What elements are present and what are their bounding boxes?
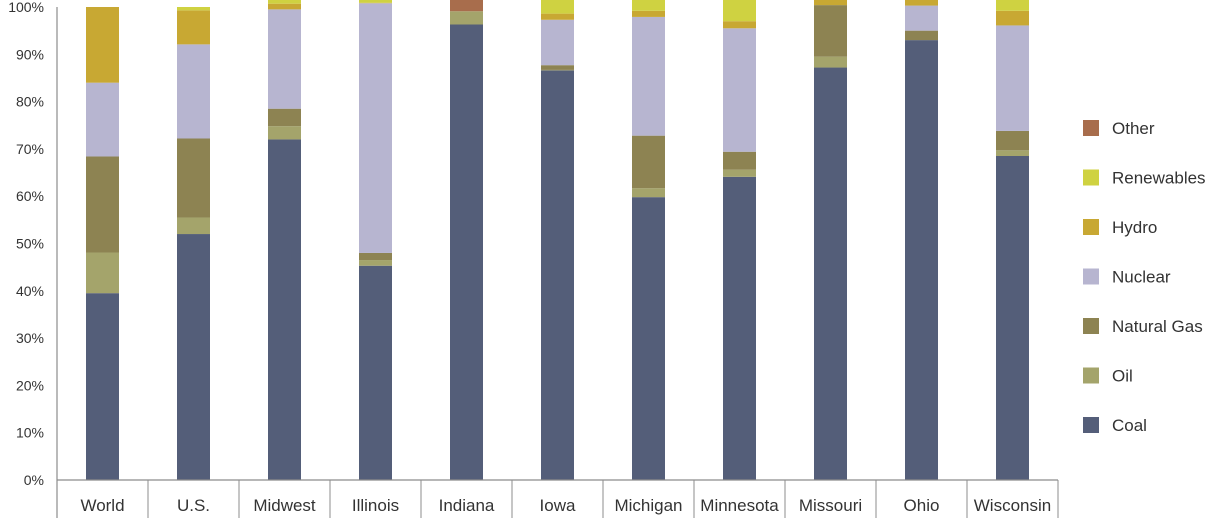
bar-segment-minnesota-coal <box>723 176 756 480</box>
legend-swatch-nuclear <box>1083 268 1099 285</box>
y-tick-label: 90% <box>16 46 44 62</box>
bar-segment-minnesota-hydro <box>723 21 756 29</box>
legend-label-nuclear: Nuclear <box>1112 268 1171 287</box>
y-tick-label: 30% <box>16 330 44 346</box>
bar-segment-u-s-hydro <box>177 10 210 45</box>
x-category-labels: World U.S. Midwest Illinois Indiana Iowa Michi… <box>80 496 1051 515</box>
bar-segment-illinois-oil <box>359 260 392 266</box>
bar-segment-u-s-nuclear <box>177 44 210 139</box>
bar-segment-michigan-natural-gas <box>632 135 665 189</box>
bar-segment-minnesota-renewables <box>723 0 756 22</box>
y-tick-label: 70% <box>16 141 44 157</box>
bar-segment-iowa-nuclear <box>541 19 574 66</box>
bar-segment-ohio-hydro <box>905 0 938 6</box>
legend-label-oil: Oil <box>1112 367 1133 386</box>
legend-swatch-other <box>1083 120 1099 136</box>
legend: Other Renewables Hydro Nuclear Natural Gas Oi… <box>1083 119 1206 435</box>
bar-segment-iowa-coal <box>541 70 574 480</box>
bars-group <box>86 0 1029 481</box>
bar-segment-iowa-hydro <box>541 13 574 20</box>
bar-segment-world-coal <box>86 293 119 480</box>
legend-label-natural-gas: Natural Gas <box>1112 317 1203 336</box>
x-category-label: Missouri <box>799 496 862 515</box>
bar-segment-michigan-nuclear <box>632 16 665 136</box>
legend-label-coal: Coal <box>1112 416 1147 435</box>
bar-segment-minnesota-nuclear <box>723 28 756 152</box>
y-tick-label: 60% <box>16 188 44 204</box>
bar-segment-wisconsin-hydro <box>996 10 1029 26</box>
bar-segment-indiana-coal <box>450 24 483 480</box>
bar-segment-u-s-natural-gas <box>177 138 210 218</box>
x-category-label: U.S. <box>177 496 210 515</box>
legend-label-other: Other <box>1112 119 1155 138</box>
y-tick-label: 100% <box>8 0 44 15</box>
y-tick-label: 10% <box>16 425 44 441</box>
bar-segment-wisconsin-natural-gas <box>996 130 1029 151</box>
bar-segment-midwest-hydro <box>268 3 301 10</box>
legend-swatch-oil <box>1083 367 1099 384</box>
bar-segment-iowa-natural-gas <box>541 65 574 70</box>
bar-segment-u-s-coal <box>177 234 210 480</box>
bar-segment-midwest-renewables <box>268 0 301 4</box>
x-category-label: Midwest <box>253 496 316 515</box>
bar-segment-michigan-renewables <box>632 0 665 11</box>
legend-swatch-renewables <box>1083 169 1099 186</box>
x-category-label: Ohio <box>904 496 940 515</box>
x-category-label: Minnesota <box>700 496 779 515</box>
x-category-label: Wisconsin <box>974 496 1051 515</box>
bar-segment-midwest-coal <box>268 139 301 480</box>
bar-segment-world-hydro <box>86 7 119 83</box>
bar-segment-wisconsin-oil <box>996 150 1029 156</box>
bar-segment-illinois-natural-gas <box>359 252 392 261</box>
bar-segment-michigan-hydro <box>632 10 665 17</box>
bar-segment-ohio-coal <box>905 40 938 481</box>
legend-label-renewables: Renewables <box>1112 169 1206 188</box>
bar-segment-u-s-renewables <box>177 7 210 11</box>
bar-segment-world-nuclear <box>86 82 119 157</box>
y-tick-labels: 0% 10% 20% 30% 40% 50% 60% 70% 80% 90% 100% <box>8 0 44 488</box>
y-tick-label: 80% <box>16 94 44 110</box>
y-tick-label: 0% <box>24 472 44 488</box>
bar-segment-world-oil <box>86 252 119 294</box>
bar-segment-missouri-oil <box>814 56 847 68</box>
x-category-label: Michigan <box>614 496 682 515</box>
bar-segment-missouri-hydro <box>814 0 847 6</box>
bar-segment-indiana-other <box>450 0 483 12</box>
bar-segment-ohio-natural-gas <box>905 30 938 41</box>
bar-segment-illinois-renewables <box>359 0 392 3</box>
bar-segment-indiana-oil <box>450 11 483 25</box>
bar-segment-wisconsin-nuclear <box>996 25 1029 131</box>
y-tick-label: 50% <box>16 236 44 252</box>
bar-segment-wisconsin-coal <box>996 155 1029 481</box>
bar-segment-midwest-nuclear <box>268 9 301 109</box>
bar-segment-illinois-coal <box>359 265 392 480</box>
bar-segment-illinois-nuclear <box>359 3 392 253</box>
bar-segment-world-natural-gas <box>86 156 119 253</box>
bar-segment-iowa-renewables <box>541 0 574 14</box>
legend-swatch-hydro <box>1083 219 1099 235</box>
y-tick-label: 40% <box>16 283 44 299</box>
x-category-label: World <box>80 496 124 515</box>
x-category-label: Illinois <box>352 496 399 515</box>
bar-segment-wisconsin-renewables <box>996 0 1029 11</box>
legend-swatch-natural-gas <box>1083 318 1099 334</box>
y-tick-label: 20% <box>16 377 44 393</box>
legend-swatch-coal <box>1083 417 1099 433</box>
bar-segment-minnesota-oil <box>723 169 756 177</box>
bar-segment-minnesota-natural-gas <box>723 151 756 170</box>
legend-label-hydro: Hydro <box>1112 218 1157 237</box>
x-category-label: Iowa <box>540 496 576 515</box>
bar-segment-missouri-coal <box>814 67 847 480</box>
bar-segment-midwest-natural-gas <box>268 108 301 127</box>
axes-group <box>56 7 1059 518</box>
bar-segment-missouri-natural-gas <box>814 5 847 57</box>
bar-segment-michigan-coal <box>632 197 665 480</box>
bar-segment-ohio-nuclear <box>905 5 938 31</box>
bar-segment-u-s-oil <box>177 217 210 235</box>
bar-segment-midwest-oil <box>268 126 301 140</box>
x-category-label: Indiana <box>439 496 495 515</box>
bar-segment-michigan-oil <box>632 188 665 198</box>
